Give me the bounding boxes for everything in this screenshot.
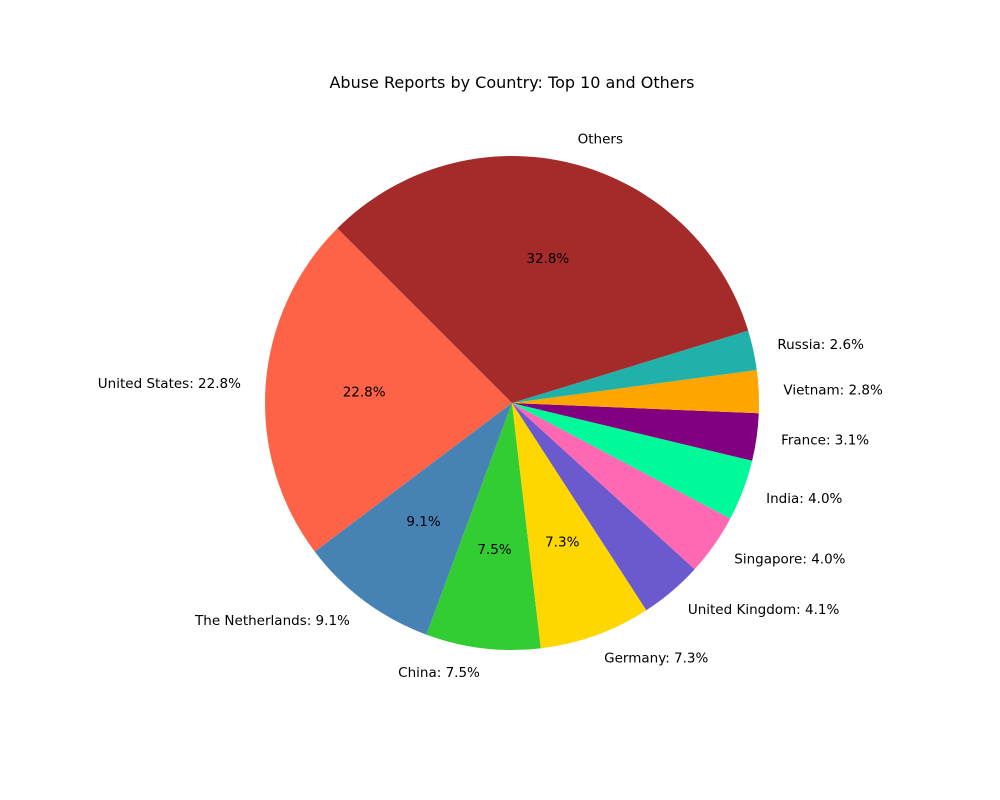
- slice-label-india: India: 4.0%: [766, 491, 842, 507]
- slice-label-russia: Russia: 2.6%: [777, 337, 864, 353]
- pie-labels: United States: 22.8% The Netherlands: 9.1…: [98, 131, 883, 680]
- pie-slice-russia: [512, 330, 757, 403]
- pie-slice-germany: [512, 403, 647, 649]
- slice-label-others: Others: [578, 131, 623, 147]
- slice-percent-germany: 7.3%: [545, 534, 579, 550]
- slice-percent-china: 7.5%: [477, 542, 511, 558]
- slice-label-united-states: United States: 22.8%: [98, 376, 241, 392]
- slice-label-germany: Germany: 7.3%: [604, 651, 708, 667]
- pie-slice-china: [426, 403, 541, 650]
- pie-slice-united-kingdom: [512, 403, 695, 611]
- chart-title: Abuse Reports by Country: Top 10 and Oth…: [329, 73, 694, 92]
- slice-percent-others: 32.8%: [526, 251, 569, 267]
- slice-label-united-kingdom: United Kingdom: 4.1%: [688, 602, 840, 618]
- slice-percent-the-netherlands: 9.1%: [406, 514, 440, 530]
- pie-slice-singapore: [512, 403, 731, 570]
- pie-percent-labels: 22.8% 9.1% 7.5% 7.3% 32.8%: [343, 251, 580, 558]
- slice-label-vietnam: Vietnam: 2.8%: [783, 382, 883, 398]
- pie-slice-vietnam: [512, 369, 759, 414]
- slice-label-china: China: 7.5%: [398, 665, 480, 681]
- pie-slice-the-netherlands: [314, 403, 512, 635]
- slice-label-the-netherlands: The Netherlands: 9.1%: [194, 613, 350, 629]
- pie-slice-india: [512, 403, 753, 519]
- pie-slice-france: [512, 403, 759, 461]
- slice-label-singapore: Singapore: 4.0%: [734, 551, 845, 567]
- slice-label-france: France: 3.1%: [781, 433, 869, 449]
- pie-slices: [265, 156, 759, 650]
- pie-slice-united-states: [265, 228, 512, 552]
- slice-percent-united-states: 22.8%: [343, 385, 386, 401]
- pie-slice-others: [337, 156, 749, 403]
